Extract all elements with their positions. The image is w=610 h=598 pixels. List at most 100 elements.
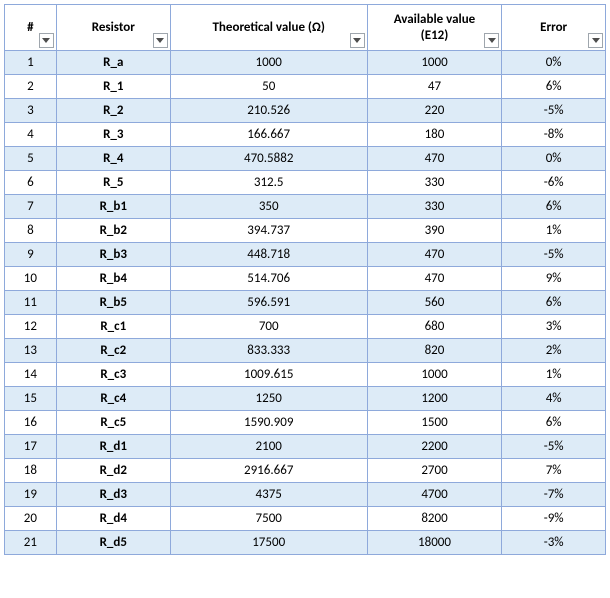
cell-err: 2% [502,339,606,363]
cell-resistor: R_4 [56,147,170,171]
cell-avail: 220 [367,99,502,123]
col-header-idx: # [5,5,57,51]
table-row: 16R_c51590.90915006% [5,411,606,435]
cell-avail: 1200 [367,387,502,411]
cell-theo: 514.706 [170,267,367,291]
col-header-theoretical: Theoretical value (Ω) [170,5,367,51]
cell-resistor: R_d4 [56,507,170,531]
cell-avail: 2200 [367,435,502,459]
cell-err: 3% [502,315,606,339]
cell-resistor: R_3 [56,123,170,147]
cell-avail: 470 [367,243,502,267]
cell-err: 6% [502,75,606,99]
cell-theo: 1000 [170,51,367,75]
cell-idx: 20 [5,507,57,531]
col-header-resistor: Resistor [56,5,170,51]
table-row: 18R_d22916.66727007% [5,459,606,483]
cell-resistor: R_a [56,51,170,75]
cell-avail: 1500 [367,411,502,435]
cell-err: 4% [502,387,606,411]
cell-idx: 11 [5,291,57,315]
cell-err: -5% [502,435,606,459]
cell-avail: 18000 [367,531,502,555]
cell-err: -3% [502,531,606,555]
table-row: 13R_c2833.3338202% [5,339,606,363]
cell-resistor: R_d1 [56,435,170,459]
cell-idx: 8 [5,219,57,243]
filter-button-error[interactable] [588,33,603,48]
cell-err: -5% [502,243,606,267]
chevron-down-icon [592,38,600,43]
cell-avail: 8200 [367,507,502,531]
table-row: 6R_5312.5330-6% [5,171,606,195]
table-row: 4R_3166.667180-8% [5,123,606,147]
cell-theo: 7500 [170,507,367,531]
cell-err: 6% [502,195,606,219]
cell-idx: 17 [5,435,57,459]
cell-idx: 16 [5,411,57,435]
cell-resistor: R_d5 [56,531,170,555]
cell-idx: 10 [5,267,57,291]
table-header: # Resistor Theoretical value (Ω) Availab… [5,5,606,51]
cell-idx: 13 [5,339,57,363]
table-row: 2R_150476% [5,75,606,99]
table-row: 3R_2210.526220-5% [5,99,606,123]
chevron-down-icon [42,38,50,43]
table-row: 9R_b3448.718470-5% [5,243,606,267]
cell-theo: 210.526 [170,99,367,123]
cell-resistor: R_b1 [56,195,170,219]
cell-idx: 19 [5,483,57,507]
table-row: 21R_d51750018000-3% [5,531,606,555]
col-header-label: # [27,20,33,36]
col-header-label: Error [540,20,567,36]
cell-theo: 700 [170,315,367,339]
cell-err: 6% [502,291,606,315]
cell-theo: 1250 [170,387,367,411]
cell-resistor: R_c3 [56,363,170,387]
cell-resistor: R_b2 [56,219,170,243]
cell-err: -9% [502,507,606,531]
cell-theo: 166.667 [170,123,367,147]
filter-button-available[interactable] [484,33,499,48]
cell-resistor: R_c1 [56,315,170,339]
table-row: 7R_b13503306% [5,195,606,219]
table-row: 5R_4470.58824700% [5,147,606,171]
resistor-table: # Resistor Theoretical value (Ω) Availab… [4,4,606,555]
table-body: 1R_a100010000%2R_150476%3R_2210.526220-5… [5,51,606,555]
table-row: 10R_b4514.7064709% [5,267,606,291]
cell-resistor: R_d2 [56,459,170,483]
cell-avail: 560 [367,291,502,315]
col-header-error: Error [502,5,606,51]
chevron-down-icon [488,38,496,43]
cell-avail: 470 [367,147,502,171]
filter-button-resistor[interactable] [153,33,168,48]
cell-avail: 1000 [367,363,502,387]
table-row: 20R_d475008200-9% [5,507,606,531]
cell-idx: 5 [5,147,57,171]
filter-button-theoretical[interactable] [350,33,365,48]
cell-avail: 470 [367,267,502,291]
cell-idx: 7 [5,195,57,219]
cell-resistor: R_5 [56,171,170,195]
cell-theo: 596.591 [170,291,367,315]
cell-resistor: R_2 [56,99,170,123]
cell-theo: 17500 [170,531,367,555]
cell-resistor: R_d3 [56,483,170,507]
cell-idx: 9 [5,243,57,267]
cell-theo: 470.5882 [170,147,367,171]
cell-avail: 820 [367,339,502,363]
chevron-down-icon [353,38,361,43]
cell-avail: 47 [367,75,502,99]
cell-theo: 350 [170,195,367,219]
table-row: 17R_d121002200-5% [5,435,606,459]
cell-err: -5% [502,99,606,123]
cell-resistor: R_c4 [56,387,170,411]
cell-avail: 1000 [367,51,502,75]
cell-resistor: R_1 [56,75,170,99]
cell-idx: 3 [5,99,57,123]
chevron-down-icon [156,38,164,43]
col-header-available: Available value (E12) [367,5,502,51]
cell-idx: 6 [5,171,57,195]
cell-err: 1% [502,219,606,243]
filter-button-idx[interactable] [39,33,54,48]
